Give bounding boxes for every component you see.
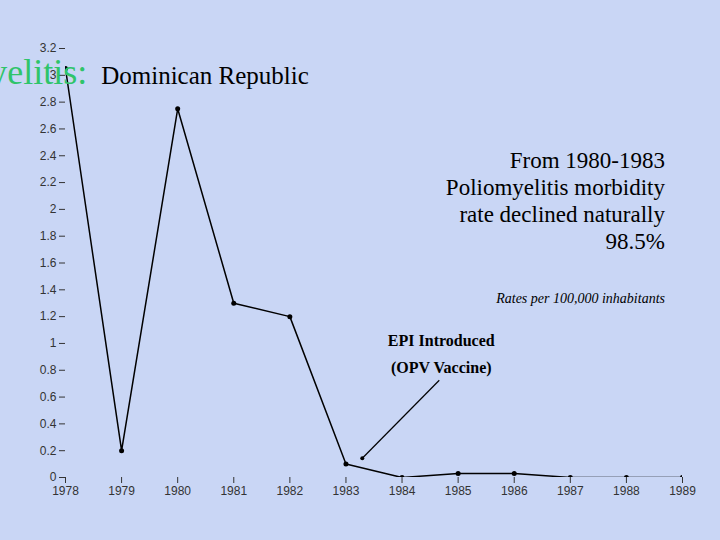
svg-text:Poliomyelitis:Dominican Republ: Poliomyelitis:Dominican Republic	[0, 52, 309, 92]
svg-text:2.8: 2.8	[40, 95, 57, 109]
svg-text:1.4: 1.4	[40, 283, 57, 297]
svg-text:1982: 1982	[277, 484, 304, 498]
svg-text:1987: 1987	[557, 484, 584, 498]
svg-text:Rates per 100,000 inhabitants: Rates per 100,000 inhabitants	[495, 291, 665, 306]
svg-text:0.4: 0.4	[40, 417, 57, 431]
svg-text:2.4: 2.4	[40, 149, 57, 163]
svg-text:1988: 1988	[613, 484, 640, 498]
svg-text:1.8: 1.8	[40, 229, 57, 243]
svg-text:2.2: 2.2	[40, 175, 57, 189]
svg-text:0.8: 0.8	[40, 363, 57, 377]
svg-text:1980: 1980	[164, 484, 191, 498]
svg-text:2.6: 2.6	[40, 122, 57, 136]
svg-text:1978: 1978	[52, 484, 79, 498]
svg-text:2: 2	[50, 202, 57, 216]
svg-text:3.2: 3.2	[39, 41, 57, 56]
svg-text:1983: 1983	[333, 484, 360, 498]
svg-text:0: 0	[50, 470, 57, 484]
svg-text:EPI Introduced(OPV Vaccine): EPI Introduced(OPV Vaccine)	[388, 332, 495, 377]
svg-text:1986: 1986	[501, 484, 528, 498]
svg-text:1979: 1979	[108, 484, 135, 498]
svg-text:1981: 1981	[220, 484, 247, 498]
svg-text:1.2: 1.2	[40, 309, 57, 323]
svg-text:0.2: 0.2	[40, 444, 57, 458]
svg-text:From 1980-1983Poliomyelitis mo: From 1980-1983Poliomyelitis morbidityrat…	[446, 148, 666, 254]
svg-text:0.6: 0.6	[40, 390, 57, 404]
svg-text:1: 1	[50, 336, 57, 350]
svg-text:1989: 1989	[669, 484, 696, 498]
svg-text:1985: 1985	[445, 484, 472, 498]
svg-text:1984: 1984	[389, 484, 416, 498]
svg-text:1.6: 1.6	[40, 256, 57, 270]
